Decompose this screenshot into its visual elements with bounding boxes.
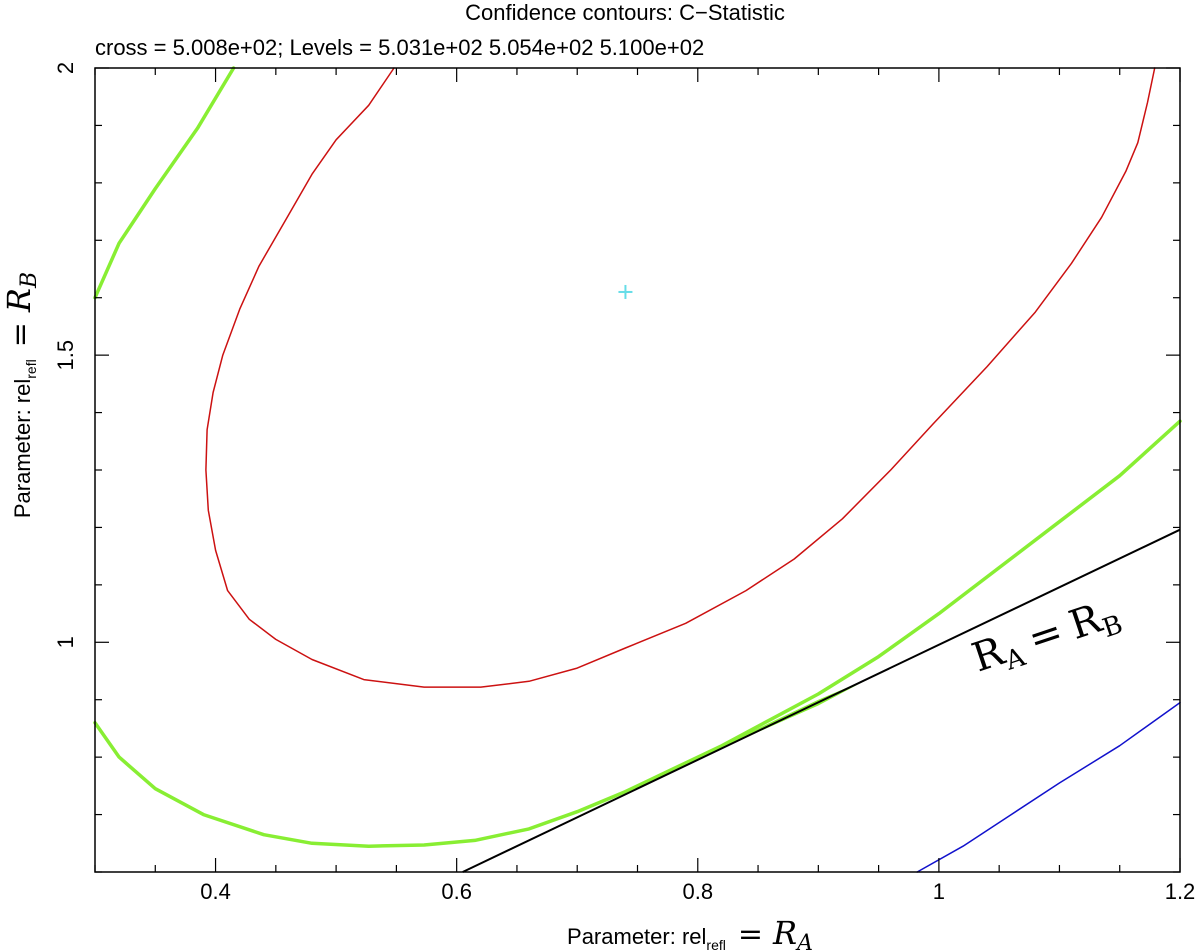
reference-line-layer bbox=[462, 528, 1181, 873]
chart-subtitle: cross = 5.008e+02; Levels = 5.031e+02 5.… bbox=[95, 35, 704, 60]
x-axis-label-math-sub: A bbox=[795, 931, 813, 950]
x-tick-label: 1 bbox=[933, 879, 945, 904]
y-axis-label-sym: R bbox=[0, 288, 38, 313]
x-tick-label: 0.6 bbox=[441, 879, 472, 904]
cross-layer bbox=[618, 284, 633, 299]
y-axis-label-sub: refl bbox=[23, 359, 39, 378]
contour-line-2 bbox=[93, 419, 1182, 848]
x-tick-label: 1.2 bbox=[1165, 879, 1196, 904]
x-axis-label-eq: = bbox=[738, 917, 763, 950]
contour-line-3 bbox=[916, 701, 1181, 873]
y-axis-label-math-sub: B bbox=[17, 272, 42, 289]
plot-frame bbox=[94, 67, 1181, 873]
x-axis-label-prefix: Parameter: rel bbox=[567, 924, 706, 949]
reference-line bbox=[462, 528, 1181, 873]
x-tick-label: 0.4 bbox=[200, 879, 231, 904]
tick-layer: 0.4 0.6 0.8 1 1.2 1 1.5 2 bbox=[53, 62, 1195, 904]
y-tick-label: 1.5 bbox=[53, 340, 78, 371]
series-layer bbox=[93, 66, 1182, 873]
y-axis-label-eq: = bbox=[3, 322, 38, 347]
chart-title: Confidence contours: C−Statistic bbox=[465, 0, 785, 25]
x-tick-label: 0.8 bbox=[682, 879, 713, 904]
y-axis-label: Parameter: relrefl = RB bbox=[0, 272, 42, 518]
reference-line-label-eq: = bbox=[1022, 609, 1068, 663]
reference-line-label: RA=RB bbox=[967, 590, 1127, 686]
contour-line-1 bbox=[93, 66, 236, 300]
x-axis-label-sym: R bbox=[772, 914, 797, 950]
y-tick-label: 2 bbox=[53, 62, 78, 74]
y-axis-label-prefix: Parameter: rel bbox=[10, 379, 35, 518]
x-axis-label-sub: refl bbox=[706, 937, 725, 950]
contour-line-0 bbox=[205, 67, 1156, 688]
y-tick-label: 1 bbox=[53, 636, 78, 648]
x-axis-label: Parameter: relrefl = RA bbox=[567, 914, 813, 950]
